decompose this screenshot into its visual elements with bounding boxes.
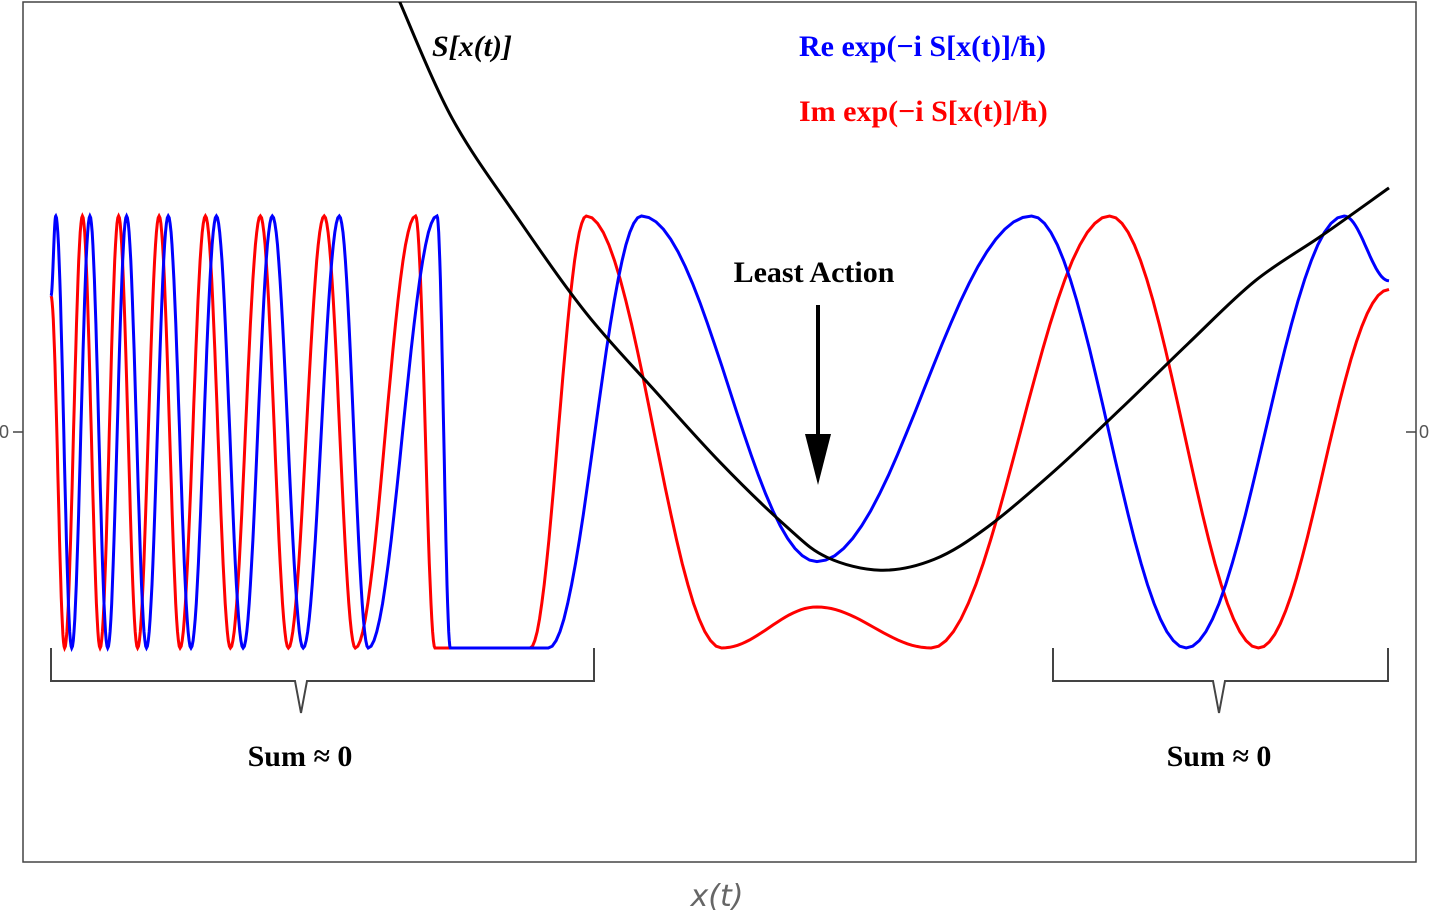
brace-left	[50, 648, 595, 714]
series-line-real	[49, 212, 1390, 653]
action-curve-label: S[x(t)]	[432, 30, 512, 63]
brace-right	[1052, 648, 1389, 714]
plot-frame	[22, 1, 1417, 863]
least-action-arrow-head	[805, 434, 831, 485]
sum-label-left: Sum ≈ 0	[248, 740, 353, 773]
x-axis-label: x(t)	[690, 879, 744, 914]
series-line-action	[398, 2, 1390, 572]
y-tick-label-right: 0	[1419, 422, 1429, 442]
least-action-label: Least Action	[734, 256, 895, 289]
y-tick-label-left: 0	[0, 422, 9, 442]
sum-label-right: Sum ≈ 0	[1167, 740, 1272, 773]
legend-real: Re exp(−i S[x(t)]/ħ)	[799, 30, 1046, 63]
series-line-imaginary	[49, 212, 1390, 653]
legend-imaginary: Im exp(−i S[x(t)]/ħ)	[799, 95, 1048, 128]
